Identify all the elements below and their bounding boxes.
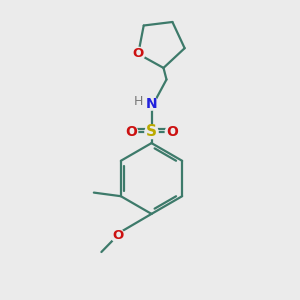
Text: S: S	[146, 124, 157, 140]
Text: N: N	[146, 97, 157, 110]
Text: O: O	[112, 229, 123, 242]
Text: O: O	[125, 125, 137, 139]
Text: H: H	[134, 95, 144, 108]
Text: O: O	[166, 125, 178, 139]
Circle shape	[165, 125, 178, 139]
Circle shape	[145, 125, 158, 139]
Circle shape	[132, 47, 145, 61]
Text: O: O	[133, 47, 144, 60]
Circle shape	[111, 229, 124, 242]
Circle shape	[124, 125, 138, 139]
Circle shape	[145, 97, 158, 110]
